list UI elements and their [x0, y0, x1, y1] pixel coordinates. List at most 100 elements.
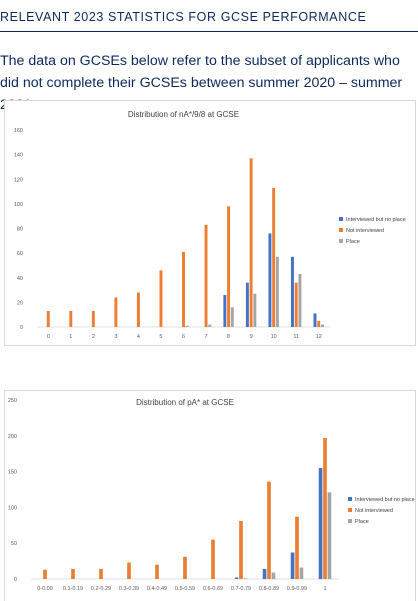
chart-nastar-svg: Distribution of nA*/9/8 at GCSE020406080…	[14, 110, 406, 340]
pastar-bar-s0-c10	[318, 468, 323, 579]
nastar-y-tick-4: 80	[17, 227, 23, 233]
nastar-x-tick-3: 3	[114, 334, 117, 340]
nastar-y-tick-6: 120	[14, 177, 23, 183]
pastar-bar-s2-c9	[299, 567, 304, 579]
nastar-bar-s2-c8	[230, 307, 234, 327]
nastar-bar-s0-c10	[268, 233, 272, 327]
section-heading: RELEVANT 2023 STATISTICS FOR GCSE PERFOR…	[0, 10, 367, 24]
nastar-legend-swatch-2	[339, 239, 343, 243]
pastar-bar-s1-c7	[239, 521, 243, 579]
nastar-bar-s1-c6	[182, 251, 185, 327]
pastar-bar-s0-c9	[290, 552, 295, 579]
nastar-x-tick-10: 10	[271, 334, 277, 340]
pastar-bar-s1-c0	[43, 569, 47, 579]
pastar-bar-s1-c6	[211, 539, 215, 579]
heading-divider	[0, 31, 418, 32]
pastar-y-tick-2: 100	[8, 505, 17, 511]
pastar-x-tick-5: 0.5-0.59	[175, 586, 195, 592]
nastar-x-tick-5: 5	[159, 334, 162, 340]
pastar-y-tick-5: 250	[8, 398, 17, 404]
pastar-x-tick-1: 0.1-0.19	[63, 586, 83, 592]
nastar-bar-s1-c12	[317, 320, 321, 327]
nastar-y-tick-5: 100	[14, 202, 23, 208]
nastar-bar-s2-c6	[185, 325, 189, 327]
chart-pastar-svg: Distribution of pA* at GCSE 0 50 100 150 200 2…	[8, 398, 415, 592]
pastar-bar-s1-c3	[127, 562, 131, 579]
pastar-x-tick-7: 0.7-0.79	[231, 586, 251, 592]
nastar-bar-s1-c0	[46, 310, 50, 327]
nastar-x-tick-4: 4	[137, 334, 140, 340]
nastar-x-tick-1: 1	[69, 334, 72, 340]
nastar-bar-s2-c12	[320, 324, 324, 327]
nastar-bar-s1-c1	[69, 310, 73, 327]
pastar-bar-s1-c9	[295, 516, 299, 579]
pastar-legend-swatch-1	[348, 508, 352, 512]
pastar-x-tick-4: 0.4-0.49	[147, 586, 167, 592]
nastar-y-tick-0: 0	[20, 325, 23, 331]
pastar-bar-s1-c10	[323, 437, 327, 579]
nastar-legend-label-0: Interviewed but no place	[346, 217, 406, 223]
nastar-x-tick-8: 8	[227, 334, 230, 340]
nastar-legend-swatch-0	[339, 217, 343, 221]
nastar-x-tick-12: 12	[316, 334, 322, 340]
pastar-x-tick-8: 0.8-0.89	[259, 586, 279, 592]
nastar-bar-s0-c8	[223, 294, 227, 327]
nastar-bar-s1-c5	[159, 270, 163, 327]
pastar-bar-s2-c7	[243, 578, 248, 579]
nastar-bar-s1-c10	[272, 187, 276, 327]
pastar-x-tick-9: 0.9-0.99	[287, 586, 307, 592]
nastar-y-tick-2: 40	[17, 276, 23, 282]
nastar-y-tick-3: 60	[17, 251, 23, 257]
nastar-bar-s1-c7	[204, 224, 208, 327]
pastar-legend-label-0: Interviewed but no place	[355, 497, 415, 503]
pastar-bar-s0-c8	[262, 568, 267, 579]
chart-nastar-distribution: Distribution of nA*/9/8 at GCSE 0 20 40 60 80…	[4, 100, 416, 346]
nastar-bar-s0-c11	[290, 256, 294, 327]
nastar-y-tick-8: 160	[14, 128, 23, 134]
chart-pastar-distribution: Distribution of pA* at GCSE 0 50 100 150 200 2…	[4, 390, 416, 601]
nastar-bar-s2-c10	[275, 256, 279, 327]
pastar-bar-s0-c7	[234, 577, 239, 579]
nastar-bar-s2-c11	[298, 274, 302, 327]
pastar-bar-s2-c8	[271, 572, 276, 579]
pastar-x-tick-2: 0.2-0.29	[91, 586, 111, 592]
pastar-y-tick-0: 0	[14, 577, 17, 583]
nastar-bar-s1-c3	[114, 297, 118, 327]
pastar-y-tick-1: 50	[11, 541, 17, 547]
nastar-x-tick-2: 2	[92, 334, 95, 340]
nastar-bar-s2-c9	[253, 293, 257, 327]
pastar-legend-label-1: Not interviewed	[355, 508, 393, 514]
nastar-x-tick-0: 0	[47, 334, 50, 340]
nastar-legend-label-1: Not interviewed	[346, 228, 384, 234]
nastar-legend-swatch-1	[339, 228, 343, 232]
pastar-legend-label-2: Place	[355, 519, 369, 525]
nastar-bar-s1-c8	[227, 206, 231, 327]
nastar-x-tick-11: 11	[293, 334, 299, 340]
pastar-x-tick-3: 0.3-0.39	[119, 586, 139, 592]
pastar-bar-s1-c1	[71, 568, 75, 579]
nastar-title: Distribution of nA*/9/8 at GCSE	[128, 110, 239, 119]
pastar-x-tick-10: 1	[323, 586, 326, 592]
nastar-bar-s2-c7	[208, 324, 212, 327]
pastar-bar-s1-c8	[267, 481, 271, 579]
pastar-x-tick-6: 0.6-0.69	[203, 586, 223, 592]
nastar-bar-s1-c4	[136, 292, 140, 327]
pastar-bar-s2-c10	[327, 492, 332, 579]
nastar-x-tick-9: 9	[250, 334, 253, 340]
nastar-legend-label-2: Place	[346, 239, 360, 245]
nastar-bar-s0-c9	[245, 282, 249, 327]
pastar-x-tick-0: 0-0.09	[37, 586, 53, 592]
nastar-y-tick-1: 20	[17, 300, 23, 306]
nastar-x-tick-7: 7	[205, 334, 208, 340]
pastar-legend-swatch-0	[348, 497, 352, 501]
nastar-y-tick-7: 140	[14, 153, 23, 159]
pastar-y-tick-4: 200	[8, 434, 17, 440]
nastar-x-tick-6: 6	[182, 334, 185, 340]
nastar-bar-s0-c12	[313, 313, 317, 327]
nastar-bar-s1-c2	[91, 310, 95, 327]
pastar-legend-swatch-2	[348, 519, 352, 523]
pastar-y-tick-3: 150	[8, 470, 17, 476]
pastar-bar-s1-c2	[99, 568, 103, 579]
nastar-bar-s1-c9	[249, 158, 253, 327]
nastar-bar-s1-c11	[294, 282, 298, 327]
